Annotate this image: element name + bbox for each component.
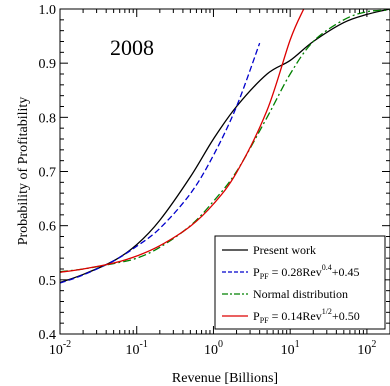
x-tick-label: 101 <box>281 339 300 358</box>
x-tick-label: 102 <box>357 339 376 358</box>
series-layer <box>60 9 390 284</box>
x-tick-label: 100 <box>204 339 223 358</box>
legend: Present work PPF = 0.28Rev0.4+0.45 Normal … <box>214 235 386 330</box>
x-axis-label: Revenue [Billions] <box>172 371 278 386</box>
y-tick-label: 0.5 <box>39 274 57 289</box>
legend-label-2: PPF = 0.28Rev0.4+0.45 <box>253 263 359 281</box>
y-tick-label: 0.7 <box>39 166 57 181</box>
y-tick-label: 1.0 <box>39 3 57 18</box>
y-tick-label: 0.8 <box>39 111 57 126</box>
y-tick-label: 0.9 <box>39 57 57 72</box>
legend-label-3: Normal distribution <box>253 287 348 301</box>
series-line-4 <box>60 9 305 273</box>
series-line-1 <box>60 9 390 284</box>
year-annotation: 2008 <box>110 35 154 60</box>
legend-label-1: Present work <box>253 243 316 257</box>
y-axis-label: Probability of Profitability <box>16 97 31 246</box>
y-tick-label: 0.6 <box>39 220 57 235</box>
legend-box <box>214 235 386 330</box>
plot-frame <box>59 8 390 335</box>
series-line-2 <box>60 42 261 284</box>
y-tick-label: 0.4 <box>39 328 57 343</box>
x-tick-label: 10-1 <box>126 339 148 358</box>
legend-label-4: PPF = 0.14Rev1/2+0.50 <box>253 307 360 325</box>
